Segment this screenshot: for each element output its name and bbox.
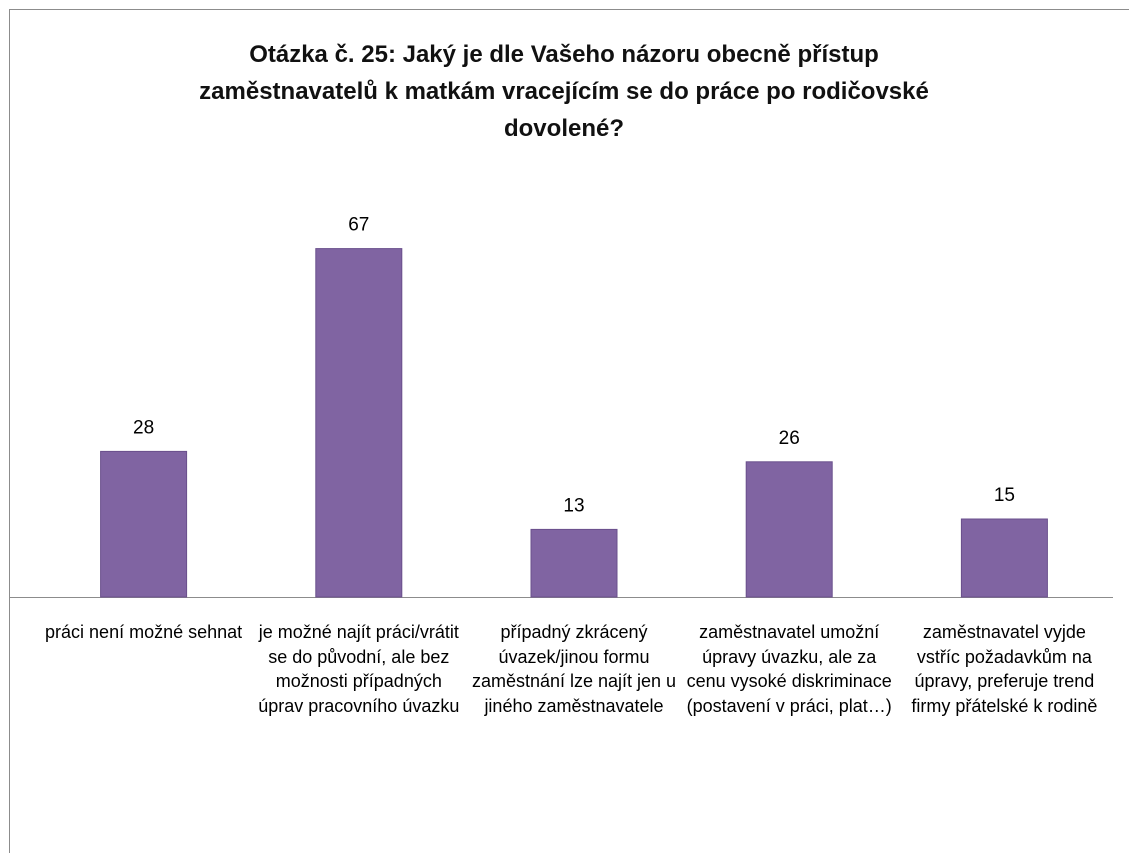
chart-frame (9, 9, 1129, 853)
data-label: 13 (563, 495, 584, 516)
bar (530, 528, 618, 598)
data-label: 67 (348, 215, 369, 236)
x-tick-label: zaměstnavatel vyjde vstříc požadavkům na… (911, 622, 1098, 716)
data-label: 28 (133, 417, 154, 438)
data-label: 26 (779, 428, 800, 449)
bar (100, 450, 188, 598)
x-tick-label: zaměstnavatel umožní úpravy úvazku, ale … (686, 622, 892, 716)
data-label: 15 (994, 485, 1015, 506)
x-tick-label: práci není možné sehnat (45, 622, 243, 642)
bar (745, 461, 833, 598)
x-tick-label: je možné najít práci/vrátit se do původn… (258, 622, 460, 716)
bar (315, 248, 403, 598)
bar (960, 518, 1048, 598)
chart-title: Otázka č. 25: Jaký je dle Vašeho názoru … (199, 41, 929, 142)
x-tick-label: případný zkrácený úvazek/jinou formu zam… (471, 622, 677, 716)
